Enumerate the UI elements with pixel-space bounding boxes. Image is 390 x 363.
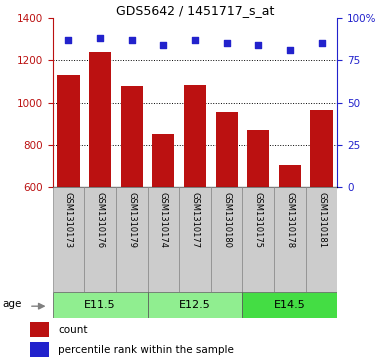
Text: GSM1310181: GSM1310181 [317,192,326,248]
Point [223,41,230,46]
Bar [306,187,337,292]
Bar [184,85,206,187]
Bar [121,86,143,187]
Bar [216,112,238,187]
Bar [243,187,274,292]
Bar [84,187,116,292]
Bar [211,187,243,292]
Point [129,37,135,43]
Bar [243,292,337,318]
Bar [57,75,80,187]
Text: GSM1310180: GSM1310180 [222,192,231,248]
Point [160,42,167,48]
Text: GSM1310173: GSM1310173 [64,192,73,248]
Bar [147,187,179,292]
Bar [274,187,306,292]
Point [318,41,324,46]
Point [97,36,103,41]
Text: GSM1310175: GSM1310175 [254,192,263,248]
Title: GDS5642 / 1451717_s_at: GDS5642 / 1451717_s_at [116,4,274,17]
Point [66,37,72,43]
Bar [30,342,49,357]
Text: E12.5: E12.5 [179,300,211,310]
Text: percentile rank within the sample: percentile rank within the sample [58,345,234,355]
Text: GSM1310178: GSM1310178 [285,192,294,248]
Text: E11.5: E11.5 [84,300,116,310]
Text: GSM1310179: GSM1310179 [127,192,136,248]
Point [192,37,198,43]
Text: GSM1310174: GSM1310174 [159,192,168,248]
Bar [116,187,147,292]
Bar [152,134,174,187]
Text: age: age [3,299,22,309]
Bar [310,110,333,187]
Text: GSM1310177: GSM1310177 [190,192,200,248]
Bar [247,130,269,187]
Text: GSM1310176: GSM1310176 [96,192,105,248]
Bar [30,322,49,338]
Bar [53,292,147,318]
Bar [279,165,301,187]
Point [287,47,293,53]
Text: count: count [58,325,88,335]
Text: E14.5: E14.5 [274,300,306,310]
Bar [147,292,243,318]
Point [255,42,261,48]
Bar [53,187,84,292]
Bar [89,52,111,187]
Bar [179,187,211,292]
